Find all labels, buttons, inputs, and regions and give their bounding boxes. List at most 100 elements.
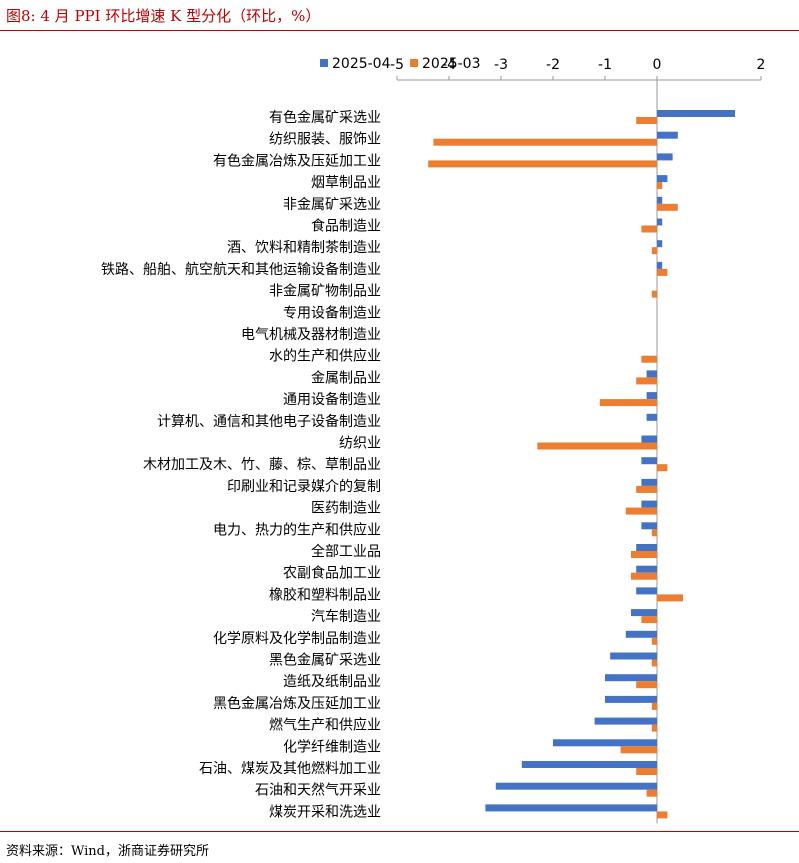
bar-2025-03	[651, 529, 657, 537]
legend-swatch	[410, 59, 418, 67]
category-label: 非金属矿物制品业	[269, 284, 381, 300]
legend-swatch	[320, 59, 328, 67]
category-label: 有色金属冶炼及压延加工业	[213, 152, 381, 169]
bar-2025-04	[553, 739, 657, 747]
category-label: 金属制品业	[311, 370, 381, 386]
bar-2025-03	[651, 247, 657, 255]
bar-2025-04	[636, 544, 657, 551]
bar-2025-04	[657, 218, 663, 226]
category-label: 黑色金属冶炼及压延加工业	[213, 695, 381, 712]
category-label: 纺织服装、服饰业	[269, 132, 381, 148]
category-label: 纺织业	[339, 436, 381, 452]
bar-2025-03	[636, 485, 657, 493]
bar-2025-03	[657, 268, 668, 276]
category-label: 造纸及纸制品业	[283, 674, 381, 690]
category-label: 汽车制造业	[311, 608, 381, 625]
bar-2025-03	[433, 138, 657, 146]
category-label: 燃气生产和供应业	[269, 717, 381, 734]
bar-2025-04	[625, 630, 657, 638]
category-label: 有色金属矿采选业	[269, 109, 381, 126]
category-label: 化学纤维制造业	[283, 739, 381, 755]
category-label: 铁路、船舶、航空航天和其他运输设备制造业	[101, 261, 381, 278]
bar-2025-03	[641, 355, 657, 363]
category-label: 专用设备制造业	[283, 304, 381, 321]
bar-2025-03	[631, 572, 657, 580]
category-label: 酒、饮料和精制茶制造业	[227, 240, 381, 256]
bar-2025-04	[636, 565, 657, 573]
bar-2025-03	[636, 681, 657, 689]
ppi-bar-chart: -5 -4 -3 -2 -1 0 2 2025-04 2025-03 有色金属矿采选业纺织服装、服…	[101, 56, 766, 824]
bar-2025-04	[594, 717, 657, 725]
bar-2025-03	[657, 182, 663, 190]
bar-2025-03	[631, 551, 657, 558]
bar-2025-04	[657, 131, 678, 139]
bar-2025-04	[631, 609, 657, 617]
bar-2025-03	[646, 789, 657, 797]
bar-2025-03	[657, 464, 668, 472]
bar-2025-04	[610, 652, 657, 660]
top-divider	[0, 30, 799, 31]
bar-2025-03	[636, 377, 657, 385]
x-tick-label: 0	[653, 57, 662, 73]
bar-2025-04	[641, 500, 657, 508]
category-label: 橡胶和塑料制品业	[269, 586, 381, 603]
bar-2025-03	[651, 659, 657, 667]
bar-2025-03	[657, 811, 668, 819]
legend-label: 2025-04	[332, 56, 391, 72]
x-tick-label: -5	[390, 57, 404, 73]
bar-2025-04	[485, 804, 657, 812]
bar-2025-03	[657, 203, 678, 211]
category-label: 食品制造业	[311, 218, 381, 235]
category-label: 电力、热力的生产和供应业	[213, 521, 381, 538]
bar-2025-03	[641, 225, 657, 233]
bar-2025-04	[641, 478, 657, 486]
bar-2025-04	[641, 457, 657, 465]
category-label: 木材加工及木、竹、藤、棕、草制品业	[143, 457, 381, 473]
bar-2025-04	[646, 392, 657, 400]
bar-2025-03	[651, 290, 657, 298]
bar-2025-04	[641, 435, 657, 443]
bar-2025-04	[657, 110, 735, 117]
category-label: 非金属矿采选业	[283, 197, 381, 213]
figure-title: 图8: 4 月 PPI 环比增速 K 型分化（环比，%）	[6, 7, 321, 25]
bar-2025-03	[651, 637, 657, 645]
x-tick-label: -4	[442, 57, 456, 73]
bar-2025-04	[495, 782, 657, 790]
category-label: 计算机、通信和其他电子设备制造业	[157, 413, 381, 430]
bar-2025-03	[620, 746, 657, 754]
bar-2025-03	[636, 768, 657, 775]
x-tick-label: 2	[757, 57, 766, 73]
bar-2025-03	[657, 594, 683, 602]
category-label: 农副食品加工业	[283, 565, 381, 582]
bar-2025-04	[657, 175, 668, 183]
bar-2025-04	[605, 695, 657, 703]
figure-header: 图8: 4 月 PPI 环比增速 K 型分化（环比，%）	[0, 0, 799, 32]
bar-2025-03	[599, 399, 657, 407]
legend-label: 2025-03	[422, 56, 481, 72]
bar-2025-03	[651, 724, 657, 732]
category-label: 水的生产和供应业	[269, 348, 381, 365]
bar-2025-03	[651, 702, 657, 710]
category-label: 化学原料及化学制品制造业	[213, 631, 381, 647]
x-tick-label: -2	[546, 57, 560, 73]
category-label: 通用设备制造业	[283, 391, 381, 408]
bar-2025-04	[657, 240, 663, 248]
x-tick-label: -3	[494, 57, 508, 73]
bar-2025-03	[625, 507, 657, 515]
bar-2025-04	[657, 196, 663, 204]
category-label: 石油和天然气开采业	[255, 782, 381, 799]
bar-2025-03	[636, 117, 657, 124]
category-label: 医药制造业	[311, 501, 381, 517]
bar-2025-03	[428, 160, 657, 168]
bar-2025-04	[657, 153, 673, 161]
category-label: 黑色金属矿采选业	[269, 652, 381, 669]
bar-2025-04	[646, 370, 657, 378]
bar-2025-04	[657, 261, 663, 269]
bar-2025-04	[636, 587, 657, 595]
bottom-divider	[0, 831, 799, 832]
bar-2025-03	[537, 442, 657, 450]
bar-2025-04	[521, 761, 657, 768]
source-note: 资料来源：Wind，浙商证券研究所	[6, 844, 209, 859]
category-label: 印刷业和记录媒介的复制	[227, 478, 381, 495]
category-label: 全部工业品	[311, 543, 381, 560]
